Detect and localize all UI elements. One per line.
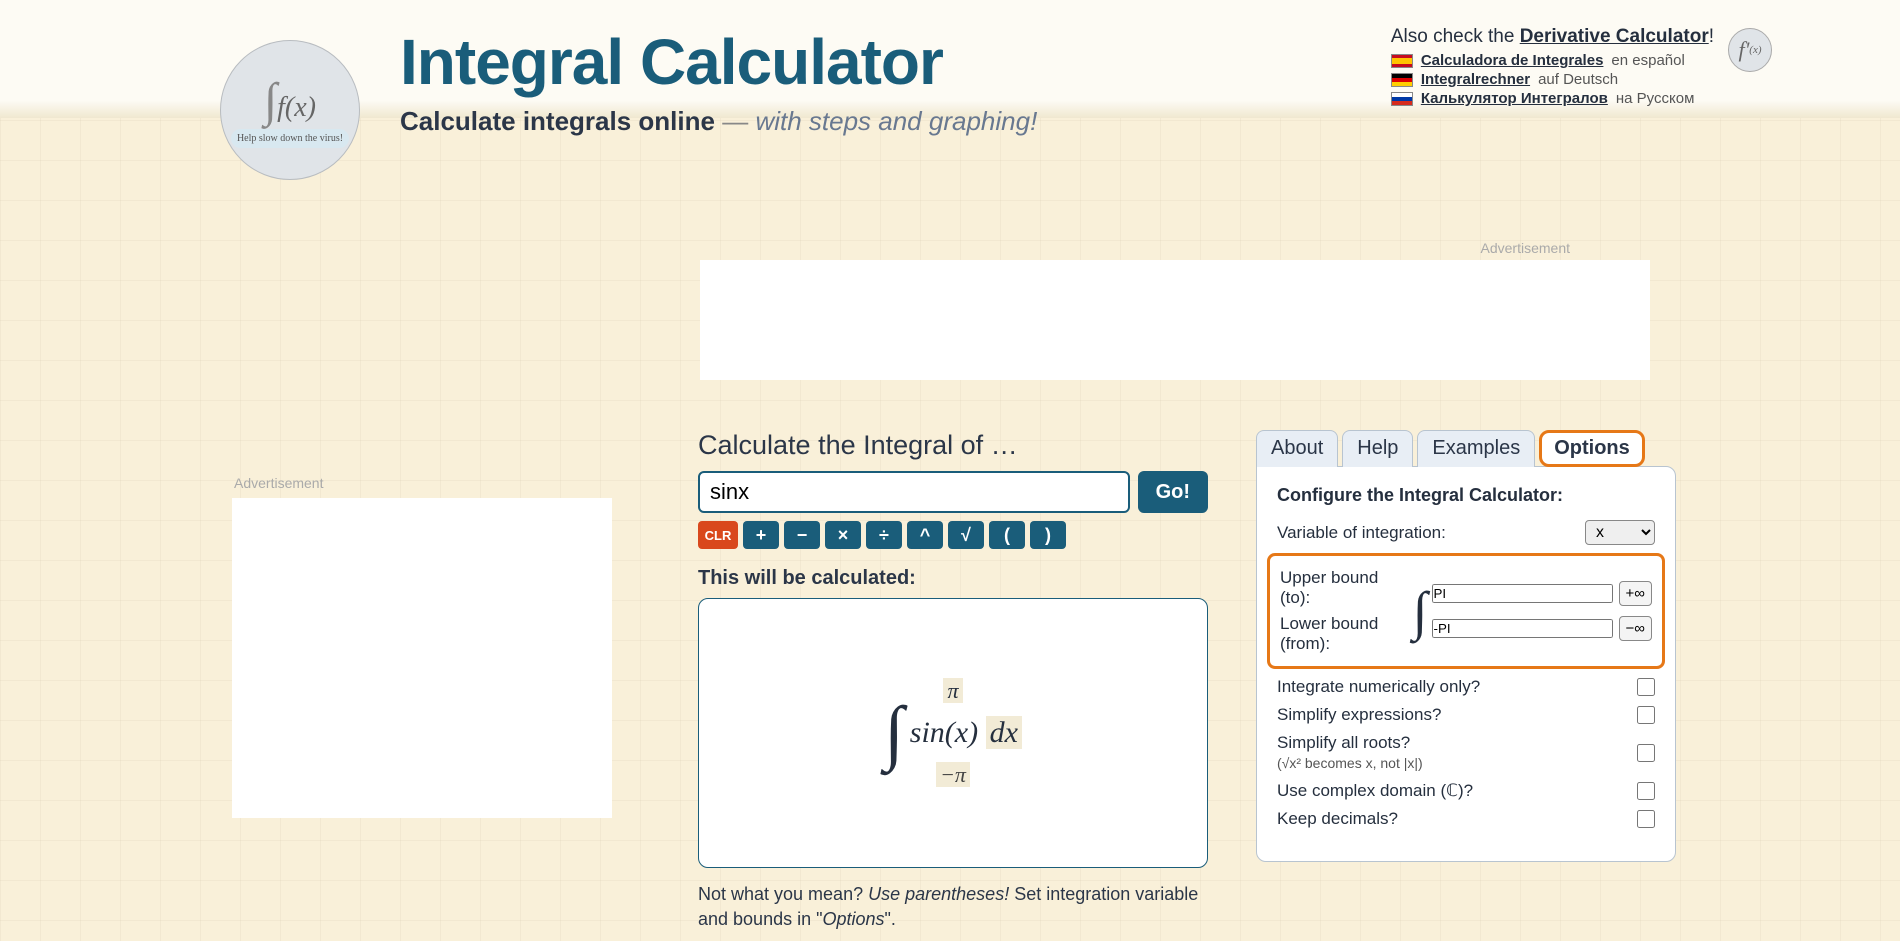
simplify-label: Simplify expressions?	[1277, 705, 1637, 725]
key-times[interactable]: ×	[825, 521, 861, 549]
lower-bound-label: Lower bound (from):	[1280, 614, 1409, 654]
roots-label: Simplify all roots? (√x² becomes x, not …	[1277, 733, 1637, 773]
integral-lower: −π	[936, 762, 970, 787]
numeric-label: Integrate numerically only?	[1277, 677, 1637, 697]
derivative-link[interactable]: Derivative Calculator	[1520, 26, 1709, 47]
lang-es[interactable]: Calculadora de Integrales en español	[1391, 52, 1714, 69]
key-minus[interactable]: −	[784, 521, 820, 549]
var-select[interactable]: x	[1585, 520, 1655, 545]
roots-checkbox[interactable]	[1637, 744, 1655, 762]
upper-bound-label: Upper bound (to):	[1280, 568, 1409, 608]
flag-de-icon	[1391, 73, 1413, 87]
options-title: Configure the Integral Calculator:	[1277, 485, 1655, 506]
integral-upper: π	[943, 678, 962, 703]
lower-bound-input[interactable]	[1432, 619, 1613, 638]
calc-heading: Calculate the Integral of …	[698, 430, 1208, 461]
derivative-icon[interactable]: f'(x)	[1728, 28, 1772, 72]
flag-ru-icon	[1391, 92, 1413, 106]
minus-infinity-button[interactable]: −∞	[1619, 616, 1652, 641]
ad-label-top: Advertisement	[1481, 240, 1570, 256]
preview-box: π ∫ sin(x) dx −π	[698, 598, 1208, 868]
decimals-checkbox[interactable]	[1637, 810, 1655, 828]
var-label: Variable of integration:	[1277, 523, 1585, 543]
ad-label-left: Advertisement	[234, 475, 323, 491]
logo[interactable]: ∫f(x) Help slow down the virus!	[220, 40, 360, 180]
complex-label: Use complex domain (ℂ)?	[1277, 781, 1637, 801]
plus-infinity-button[interactable]: +∞	[1619, 581, 1652, 606]
tab-options[interactable]: Options	[1539, 430, 1645, 467]
integral-dx: dx	[986, 716, 1022, 749]
options-panel: Configure the Integral Calculator: Varia…	[1256, 466, 1676, 862]
key-rparen[interactable]: )	[1030, 521, 1066, 549]
key-lparen[interactable]: (	[989, 521, 1025, 549]
keypad: CLR + − × ÷ ^ √ ( )	[698, 521, 1208, 549]
key-sqrt[interactable]: √	[948, 521, 984, 549]
tabs: About Help Examples Options	[1256, 430, 1676, 467]
key-clr[interactable]: CLR	[698, 521, 738, 549]
also-check: Also check the Derivative Calculator!	[1391, 26, 1714, 48]
top-right-links: f'(x) Also check the Derivative Calculat…	[1391, 26, 1714, 109]
lang-ru[interactable]: Калькулятор Интегралов на Русском	[1391, 90, 1714, 107]
bounds-block: Upper bound (to): Lower bound (from): ∫ …	[1267, 553, 1665, 669]
hint-text: Not what you mean? Use parentheses! Set …	[698, 882, 1208, 932]
complex-checkbox[interactable]	[1637, 782, 1655, 800]
tab-help[interactable]: Help	[1342, 430, 1413, 467]
expression-input[interactable]	[698, 471, 1130, 513]
ad-banner-top	[700, 260, 1650, 380]
preview-heading: This will be calculated:	[698, 567, 1208, 590]
options-column: About Help Examples Options Configure th…	[1256, 430, 1676, 862]
logo-caption: Help slow down the virus!	[231, 129, 349, 148]
numeric-checkbox[interactable]	[1637, 678, 1655, 696]
calculator-column: Calculate the Integral of … Go! CLR + − …	[698, 430, 1208, 932]
key-power[interactable]: ^	[907, 521, 943, 549]
ad-banner-left	[232, 498, 612, 818]
simplify-checkbox[interactable]	[1637, 706, 1655, 724]
tab-examples[interactable]: Examples	[1417, 430, 1535, 467]
upper-bound-input[interactable]	[1432, 584, 1613, 603]
go-button[interactable]: Go!	[1138, 471, 1208, 513]
page-subtitle: Calculate integrals online — with steps …	[400, 106, 1680, 137]
key-divide[interactable]: ÷	[866, 521, 902, 549]
lang-de[interactable]: Integralrechner auf Deutsch	[1391, 71, 1714, 88]
key-plus[interactable]: +	[743, 521, 779, 549]
tab-about[interactable]: About	[1256, 430, 1338, 467]
decimals-label: Keep decimals?	[1277, 809, 1637, 829]
integral-sign-icon: ∫	[884, 704, 904, 762]
integral-sign-icon: ∫	[1413, 580, 1428, 642]
flag-es-icon	[1391, 54, 1413, 68]
